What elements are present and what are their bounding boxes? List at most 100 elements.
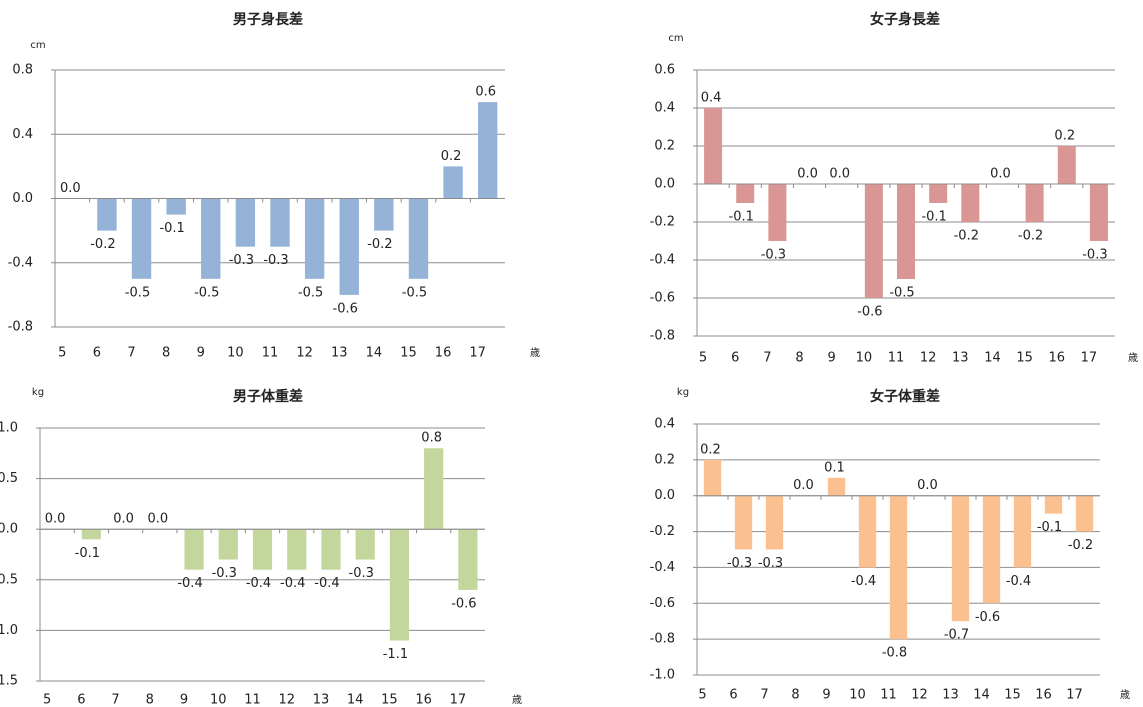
bar xyxy=(389,529,410,641)
x-tick-label: 6 xyxy=(93,346,101,361)
x-tick-label: 6 xyxy=(77,693,85,707)
bar xyxy=(97,198,117,231)
x-tick-label: 14 xyxy=(366,346,383,361)
x-tick-label: 12 xyxy=(278,693,295,707)
x-tick-label: 14 xyxy=(347,693,364,707)
bar xyxy=(889,495,908,640)
data-label: -0.6 xyxy=(333,301,358,316)
data-label: 0.0 xyxy=(147,512,168,527)
data-label: -0.4 xyxy=(314,576,339,591)
x-tick-label: 13 xyxy=(942,688,959,703)
bar xyxy=(252,529,273,570)
y-tick-label: -0.2 xyxy=(650,215,675,230)
data-label: -0.3 xyxy=(349,566,374,581)
bar xyxy=(321,529,341,570)
bar xyxy=(1025,184,1044,222)
data-label: 0.8 xyxy=(421,431,442,446)
data-label: -0.1 xyxy=(921,210,946,225)
x-tick-label: 13 xyxy=(331,346,348,361)
data-label: 0.0 xyxy=(797,167,818,182)
data-label: -0.8 xyxy=(882,646,907,661)
y-tick-label: 0.5 xyxy=(0,471,18,486)
x-tick-label: 7 xyxy=(127,346,135,361)
bar xyxy=(929,184,948,203)
y-tick-label: -0.5 xyxy=(0,572,18,587)
data-label: -0.3 xyxy=(1082,248,1107,263)
data-label: 0.0 xyxy=(45,512,66,527)
x-tick-label: 8 xyxy=(162,346,170,361)
data-label: -0.1 xyxy=(159,221,184,236)
data-label: 0.0 xyxy=(793,478,814,493)
bar xyxy=(218,529,238,560)
y-tick-label: 0.0 xyxy=(654,177,675,192)
bar xyxy=(131,198,152,279)
data-label: -0.5 xyxy=(194,285,219,300)
data-label: -0.2 xyxy=(367,237,392,252)
bar xyxy=(478,102,498,199)
y-axis-unit: kg xyxy=(677,387,689,398)
y-tick-label: -1.5 xyxy=(0,674,18,689)
x-tick-label: 7 xyxy=(111,693,119,707)
x-tick-label: 10 xyxy=(227,346,244,361)
y-tick-label: 0.4 xyxy=(654,417,675,432)
x-tick-label: 12 xyxy=(911,688,928,703)
bar xyxy=(166,198,186,215)
data-label: -0.3 xyxy=(727,556,752,571)
y-tick-label: -0.6 xyxy=(650,291,675,306)
bar xyxy=(864,184,883,298)
x-tick-label: 6 xyxy=(729,688,737,703)
y-axis-unit: kg xyxy=(32,387,44,398)
x-tick-label: 5 xyxy=(699,351,707,366)
bar xyxy=(736,184,755,203)
x-tick-label: 5 xyxy=(43,693,51,707)
bar xyxy=(896,184,916,279)
x-tick-label: 9 xyxy=(197,346,205,361)
y-tick-label: -1.0 xyxy=(0,623,18,638)
data-label: -0.6 xyxy=(451,596,476,611)
x-tick-label: 17 xyxy=(469,346,486,361)
data-label: 0.0 xyxy=(113,512,134,527)
y-tick-label: 0.0 xyxy=(12,191,33,206)
bar xyxy=(443,166,463,199)
data-label: -0.2 xyxy=(1018,229,1043,244)
x-tick-label: 11 xyxy=(888,351,905,366)
x-tick-label: 16 xyxy=(415,693,432,707)
x-tick-label: 16 xyxy=(1048,351,1065,366)
bar xyxy=(408,198,429,279)
data-label: -0.7 xyxy=(944,628,969,643)
data-label: 0.2 xyxy=(700,442,721,457)
data-label: -0.3 xyxy=(212,566,237,581)
x-tick-label: 9 xyxy=(822,688,830,703)
bar xyxy=(304,198,325,279)
x-tick-label: 9 xyxy=(180,693,188,707)
bar xyxy=(1089,184,1108,241)
bar xyxy=(704,108,723,184)
x-tick-label: 5 xyxy=(698,688,706,703)
x-tick-label: 16 xyxy=(435,346,452,361)
data-label: -0.6 xyxy=(857,305,882,320)
bar xyxy=(374,198,394,231)
bar xyxy=(1013,495,1032,568)
data-label: -0.2 xyxy=(1068,538,1093,553)
x-tick-label: 8 xyxy=(791,688,799,703)
x-tick-label: 9 xyxy=(828,351,836,366)
chart-title: 男子体重差 xyxy=(233,388,303,405)
x-tick-label: 5 xyxy=(58,346,66,361)
x-tick-label: 11 xyxy=(262,346,279,361)
y-tick-label: 1.0 xyxy=(0,421,18,436)
bar xyxy=(734,495,753,550)
x-tick-label: 15 xyxy=(1004,688,1021,703)
y-tick-label: 0.4 xyxy=(654,101,675,116)
y-tick-label: 0.6 xyxy=(654,63,675,78)
data-label: 0.2 xyxy=(441,149,462,164)
y-tick-label: -0.6 xyxy=(650,596,675,611)
y-tick-label: 0.2 xyxy=(654,452,675,467)
x-tick-label: 10 xyxy=(210,693,227,707)
data-label: -0.4 xyxy=(280,576,305,591)
data-label: -0.1 xyxy=(729,210,754,225)
data-label: -0.2 xyxy=(90,237,115,252)
data-label: -0.4 xyxy=(246,576,271,591)
data-label: -0.1 xyxy=(75,546,100,561)
data-label: 0.4 xyxy=(701,91,722,106)
x-tick-label: 16 xyxy=(1035,688,1052,703)
